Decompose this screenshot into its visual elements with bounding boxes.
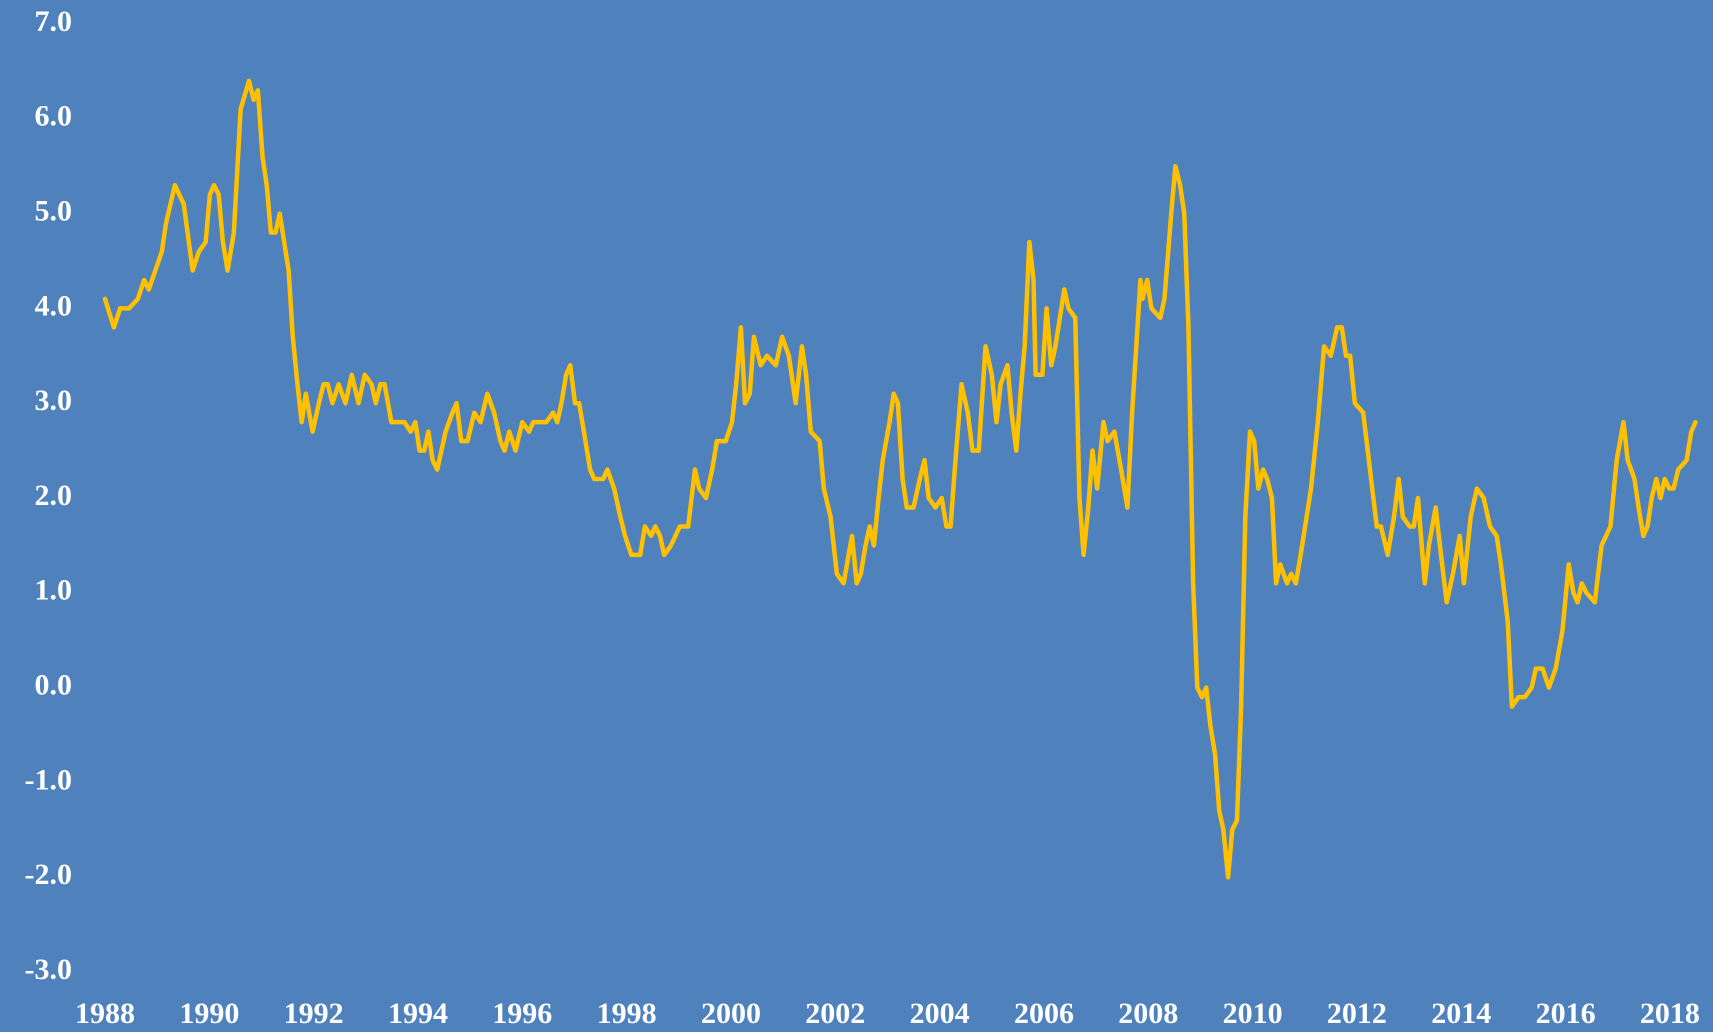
x-tick-label: 2000 bbox=[701, 997, 761, 1030]
x-tick-label: 2012 bbox=[1327, 997, 1387, 1030]
y-tick-label: 0.0 bbox=[35, 668, 73, 701]
x-tick-label: 2004 bbox=[910, 997, 970, 1030]
x-tick-label: 1998 bbox=[597, 997, 657, 1030]
y-tick-label: 4.0 bbox=[35, 289, 73, 322]
y-tick-label: 7.0 bbox=[35, 5, 73, 38]
x-tick-label: 2006 bbox=[1014, 997, 1074, 1030]
x-tick-label: 2010 bbox=[1223, 997, 1283, 1030]
y-tick-label: 2.0 bbox=[35, 479, 73, 512]
x-tick-label: 1996 bbox=[492, 997, 552, 1030]
x-tick-label: 1988 bbox=[75, 997, 135, 1030]
x-tick-label: 2014 bbox=[1431, 997, 1491, 1030]
y-tick-label: -2.0 bbox=[25, 858, 73, 891]
x-tick-label: 1994 bbox=[388, 997, 448, 1030]
x-tick-label: 2016 bbox=[1536, 997, 1596, 1030]
x-tick-label: 1992 bbox=[284, 997, 344, 1030]
y-tick-label: 5.0 bbox=[35, 194, 73, 227]
y-tick-label: -3.0 bbox=[25, 953, 73, 986]
x-tick-label: 2018 bbox=[1640, 997, 1700, 1030]
x-tick-label: 2008 bbox=[1118, 997, 1178, 1030]
x-tick-label: 1990 bbox=[179, 997, 239, 1030]
y-tick-label: 3.0 bbox=[35, 384, 73, 417]
x-tick-label: 2002 bbox=[805, 997, 865, 1030]
y-tick-label: 6.0 bbox=[35, 100, 73, 133]
data-line bbox=[102, 78, 1698, 880]
y-tick-label: -1.0 bbox=[25, 763, 73, 796]
y-tick-label: 1.0 bbox=[35, 574, 73, 607]
